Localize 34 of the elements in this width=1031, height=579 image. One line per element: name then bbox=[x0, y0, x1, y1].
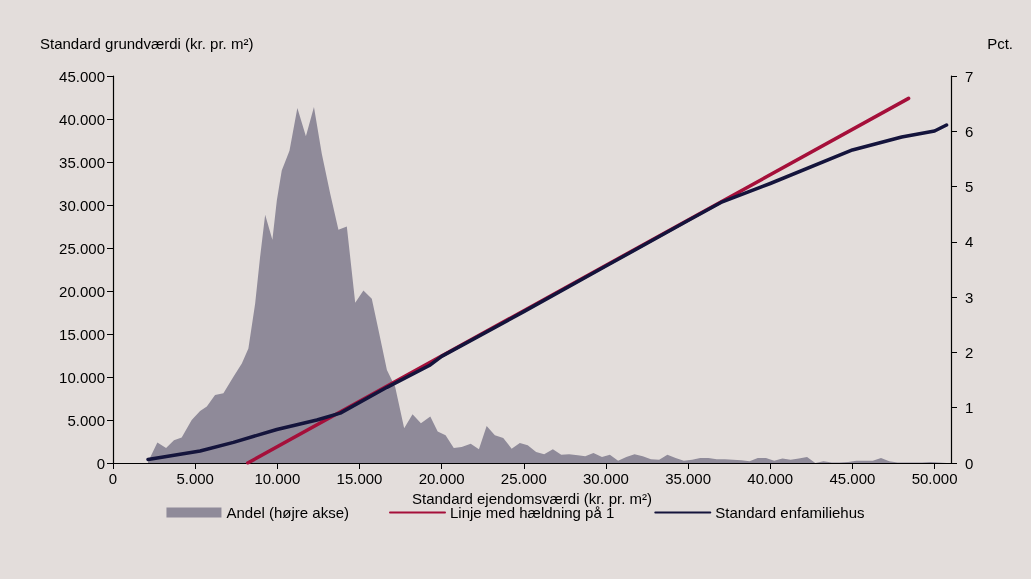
y-axis-title: Standard grundværdi (kr. pr. m²) bbox=[40, 35, 254, 52]
legend-label: Standard enfamiliehus bbox=[715, 504, 865, 521]
y-tick-label: 30.000 bbox=[59, 196, 105, 214]
y-tick-label: 10.000 bbox=[59, 368, 105, 386]
x-tick-label: 50.000 bbox=[911, 470, 958, 487]
y2-tick-label: 3 bbox=[965, 288, 974, 306]
x-tick-label: 20.000 bbox=[418, 470, 465, 487]
y2-tick-label: 4 bbox=[965, 233, 974, 251]
y-tick-label: 5.000 bbox=[67, 411, 105, 429]
x-tick-label: 40.000 bbox=[747, 470, 794, 487]
y2-tick-label: 7 bbox=[965, 67, 974, 85]
x-tick-label: 35.000 bbox=[665, 470, 712, 487]
x-axis-title: Standard ejendomsværdi (kr. pr. m²) bbox=[411, 489, 653, 507]
y2-tick-label: 5 bbox=[965, 178, 974, 196]
x-tick-label: 45.000 bbox=[829, 470, 876, 487]
y-tick-label: 20.000 bbox=[59, 282, 105, 300]
y-tick-label: 35.000 bbox=[59, 153, 105, 171]
y-tick-label: 45.000 bbox=[59, 67, 105, 85]
x-tick-label: 10.000 bbox=[254, 470, 301, 487]
y-tick-label: 25.000 bbox=[59, 239, 105, 257]
y2-tick-label: 0 bbox=[965, 454, 974, 472]
x-tick-label: 15.000 bbox=[336, 470, 383, 487]
y2-tick-label: 1 bbox=[965, 399, 974, 417]
y2-tick-label: 2 bbox=[965, 343, 974, 361]
x-tick-label: 30.000 bbox=[583, 470, 629, 487]
x-tick-label: 25.000 bbox=[500, 470, 547, 487]
y-tick-label: 40.000 bbox=[59, 110, 105, 128]
y-tick-label: 0 bbox=[96, 454, 105, 472]
y-tick-label: 15.000 bbox=[59, 325, 105, 343]
x-tick-label: 0 bbox=[108, 470, 118, 487]
x-tick-label: 5.000 bbox=[176, 470, 214, 487]
y2-axis-title: Pct. bbox=[987, 35, 1013, 52]
y2-tick-label: 6 bbox=[965, 122, 974, 140]
legend-label: Andel (højre akse) bbox=[226, 504, 350, 521]
